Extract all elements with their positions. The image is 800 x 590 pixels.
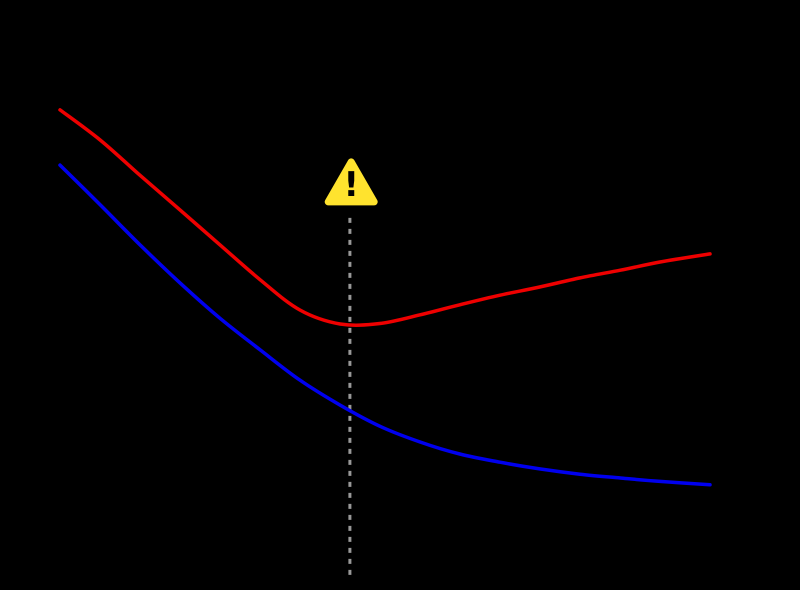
warning-triangle-shape bbox=[324, 158, 378, 206]
warning-triangle-icon: ! bbox=[324, 158, 378, 206]
upper-red-curve bbox=[58, 108, 712, 327]
warning-exclamation-glyph: ! bbox=[343, 165, 359, 205]
lower-blue-curve bbox=[58, 163, 712, 487]
